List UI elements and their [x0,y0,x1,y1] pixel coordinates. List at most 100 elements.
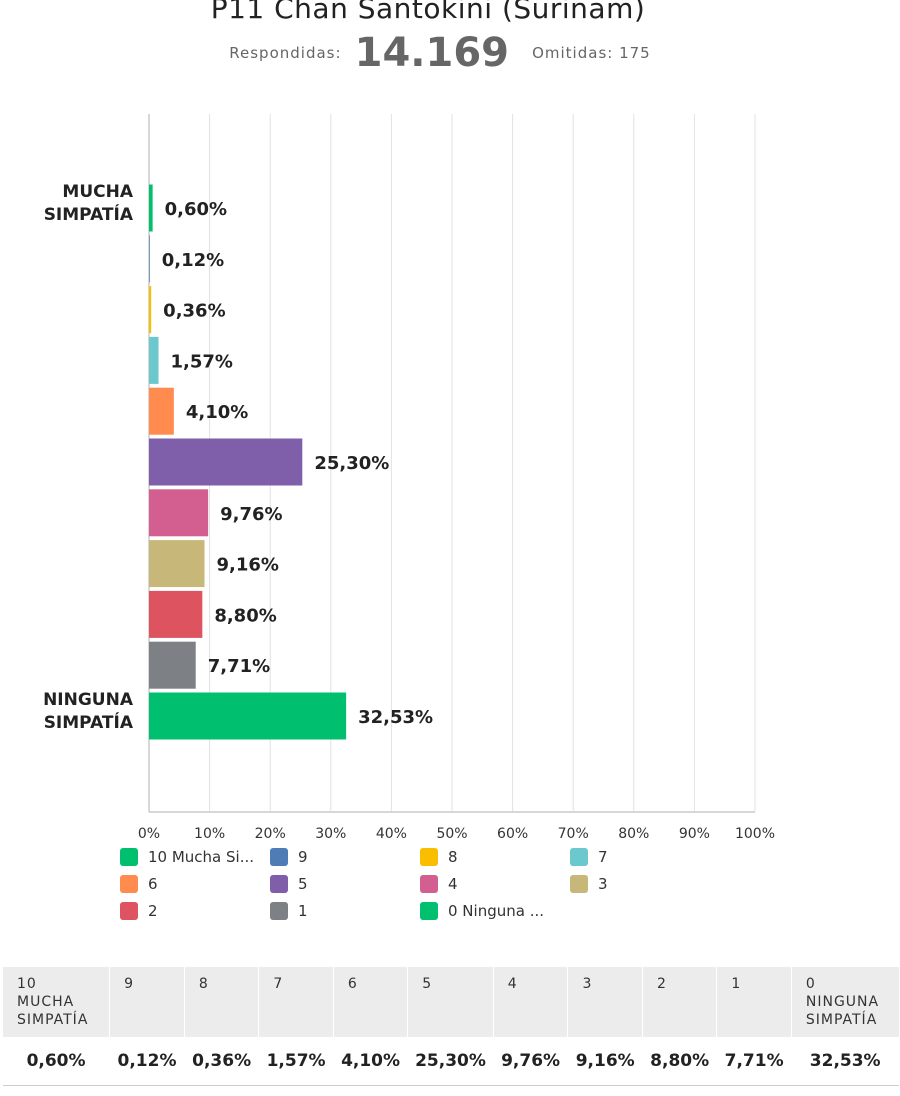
bar [149,184,153,232]
bar [149,590,203,638]
summary-value-cell: 32,53% [791,1037,899,1086]
data-label: 9,16% [217,555,279,576]
legend-label: 6 [148,875,158,893]
summary-value-cell: 9,76% [493,1037,568,1086]
legend-swatch [570,875,588,893]
chart-title: P11 Chan Santokini (Surinam) [210,0,646,25]
legend-label: 0 Ninguna ... [448,902,545,920]
summary-header-cell: 7 [258,967,334,1037]
legend-swatch [120,902,138,920]
legend-label: 7 [598,848,608,866]
skipped-label: Omitidas: 175 [532,44,651,62]
legend-swatch [270,875,288,893]
legend-swatch [120,848,138,866]
data-label: 25,30% [314,453,389,474]
summary-header-cell: 0 NINGUNA SIMPATÍA [790,967,899,1037]
legend-item: 10 Mucha Si... [120,848,254,866]
x-tick-label: 80% [618,826,649,842]
legend-label: 3 [598,875,608,893]
y-category-label: SIMPATÍA [44,203,134,225]
x-tick-label: 60% [497,826,528,842]
bar [149,489,209,537]
bar [149,235,150,283]
x-tick-label: 10% [194,826,225,842]
data-label: 1,57% [171,351,233,372]
legend-swatch [420,848,438,866]
legend-swatch [570,848,588,866]
legend-item: 6 [120,875,158,893]
summary-header-cell: 6 [332,967,408,1037]
legend-item: 5 [270,875,308,893]
legend-item: 8 [420,848,458,866]
summary-header-cell: 1 [716,967,792,1037]
legend-label: 10 Mucha Si... [148,848,255,866]
legend-item: 0 Ninguna ... [420,902,544,920]
legend-label: 9 [298,848,308,866]
data-label: 4,10% [186,402,248,423]
summary-header-cell: 9 [109,967,185,1037]
legend-swatch [270,902,288,920]
summary-value-cell: 25,30% [407,1037,494,1086]
data-label: 9,76% [220,504,282,525]
y-category-label: MUCHA [62,182,133,202]
legend-label: 2 [148,902,158,920]
summary-header-cell: 4 [492,967,568,1037]
legend-label: 1 [298,902,308,920]
summary-table: 10 MUCHA SIMPATÍA 9 8 7 6 5 4 3 2 1 0 NINGUNA SIMP… [1,967,899,1086]
data-label: 8,80% [214,605,276,626]
summary-header-cell: 8 [183,967,259,1037]
x-tick-label: 90% [679,826,710,842]
summary-header-row: 10 MUCHA SIMPATÍA 9 8 7 6 5 4 3 2 1 0 NINGUNA SIMP… [1,967,899,1037]
bar [149,438,303,486]
legend-label: 5 [298,875,308,893]
x-tick-label: 50% [436,826,467,842]
y-category-label: NINGUNA [43,690,134,710]
legend-item: 9 [270,848,308,866]
summary-header-cell: 5 [407,967,494,1037]
summary-value-cell: 1,57% [258,1037,334,1086]
data-label: 0,60% [165,199,227,220]
bar [149,336,159,384]
bar [149,641,196,689]
summary-value-cell: 8,80% [642,1037,717,1086]
legend-item: 2 [120,902,158,920]
bar [149,692,347,740]
legend-swatch [120,875,138,893]
summary-header-cell: 3 [567,967,643,1037]
data-label: 0,36% [163,301,225,322]
response-stats: Respondidas: 14.169 Omitidas: 175 [0,30,880,76]
legend-label: 8 [448,848,458,866]
legend-item: 3 [570,875,608,893]
bar-chart: 0% 10% 20% 30% 40% 50% 60% 70% 80% 90% 100% 0,60% 0,… [43,114,775,842]
answered-label: Respondidas: [229,44,342,62]
data-label: 0,12% [162,250,224,271]
summary-value-cell: 0,36% [184,1037,259,1086]
y-category-label: SIMPATÍA [44,711,134,733]
data-label: 32,53% [358,707,433,728]
summary-value-cell: 7,71% [716,1037,792,1086]
summary-value-cell: 4,10% [333,1037,408,1086]
bar [149,540,205,588]
x-tick-label: 30% [315,826,346,842]
legend-item: 4 [420,875,458,893]
legend-label: 4 [448,875,458,893]
legend-swatch [270,848,288,866]
summary-value-cell: 0,12% [109,1037,185,1086]
x-tick-label: 70% [558,826,589,842]
summary-value-cell: 9,16% [567,1037,643,1086]
summary-header-cell: 2 [641,967,717,1037]
summary-value-cell: 0,60% [2,1037,110,1086]
x-tick-label: 0% [138,826,160,842]
summary-header-cell: 10 MUCHA SIMPATÍA [1,967,110,1037]
x-tick-label: 40% [376,826,407,842]
legend-item: 1 [270,902,308,920]
legend-swatch [420,902,438,920]
bar [149,286,152,334]
legend-item: 7 [570,848,608,866]
answered-count: 14.169 [354,30,509,76]
summary-value-row: 0,60% 0,12% 0,36% 1,57% 4,10% 25,30% 9,76% 9,16… [2,1037,899,1086]
data-label: 7,71% [208,656,270,677]
legend-swatch [420,875,438,893]
x-tick-label: 20% [255,826,286,842]
bar [149,387,174,435]
